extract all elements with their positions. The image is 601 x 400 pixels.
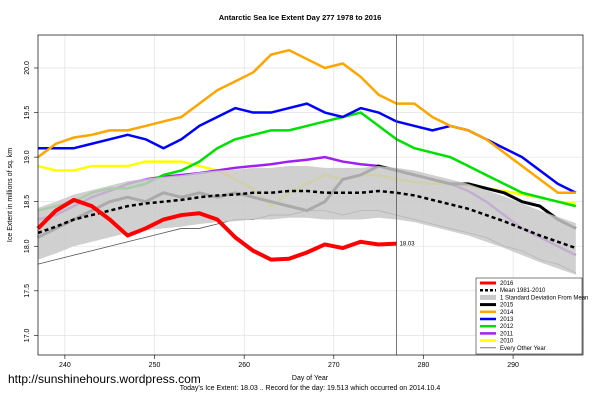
legend-label: Every Other Year	[500, 346, 546, 352]
legend-label: 2013	[500, 317, 514, 323]
legend-label: 2015	[500, 303, 514, 309]
annotation: 18.03	[400, 242, 416, 248]
y-tick-label: 18.0	[24, 239, 31, 253]
legend-label: 2014	[500, 310, 514, 316]
series-line	[37, 189, 577, 250]
footnote: Today's Ice Extent: 18.03 .. Record for …	[180, 385, 441, 392]
sd-band	[38, 166, 576, 275]
y-axis-label: Ice Extent in millions of sq. km	[7, 148, 14, 242]
x-tick-label: 260	[238, 362, 250, 369]
x-tick-label: 290	[507, 362, 519, 369]
legend-label: 2011	[500, 331, 514, 337]
legend-label: 2016	[500, 281, 514, 287]
chart-title: Antarctic Sea Ice Extent Day 277 1978 to…	[219, 13, 382, 22]
plot-frame	[37, 34, 584, 356]
y-tick-label: 18.5	[24, 195, 31, 209]
x-tick-label: 250	[149, 362, 161, 369]
x-tick-label: 270	[328, 362, 340, 369]
legend-label: Mean 1981-2010	[500, 288, 546, 294]
y-tick-label: 20.0	[24, 61, 31, 75]
series-line	[36, 197, 397, 262]
watermark: http://sunshinehours.wordpress.com	[8, 372, 201, 386]
legend-swatch	[480, 294, 496, 300]
x-axis-label: Day of Year	[292, 375, 329, 382]
x-tick-label: 280	[418, 362, 430, 369]
series-line	[37, 48, 576, 195]
legend-label: 1 Standard Deviation From Mean	[500, 295, 588, 301]
legend-label: 2012	[500, 324, 514, 330]
x-tick-label: 240	[59, 362, 71, 369]
y-tick-label: 19.0	[24, 150, 31, 164]
y-tick-label: 17.0	[24, 328, 31, 342]
y-tick-label: 17.5	[24, 284, 31, 298]
y-tick-label: 19.5	[24, 106, 31, 120]
legend-label: 2010	[500, 339, 514, 345]
